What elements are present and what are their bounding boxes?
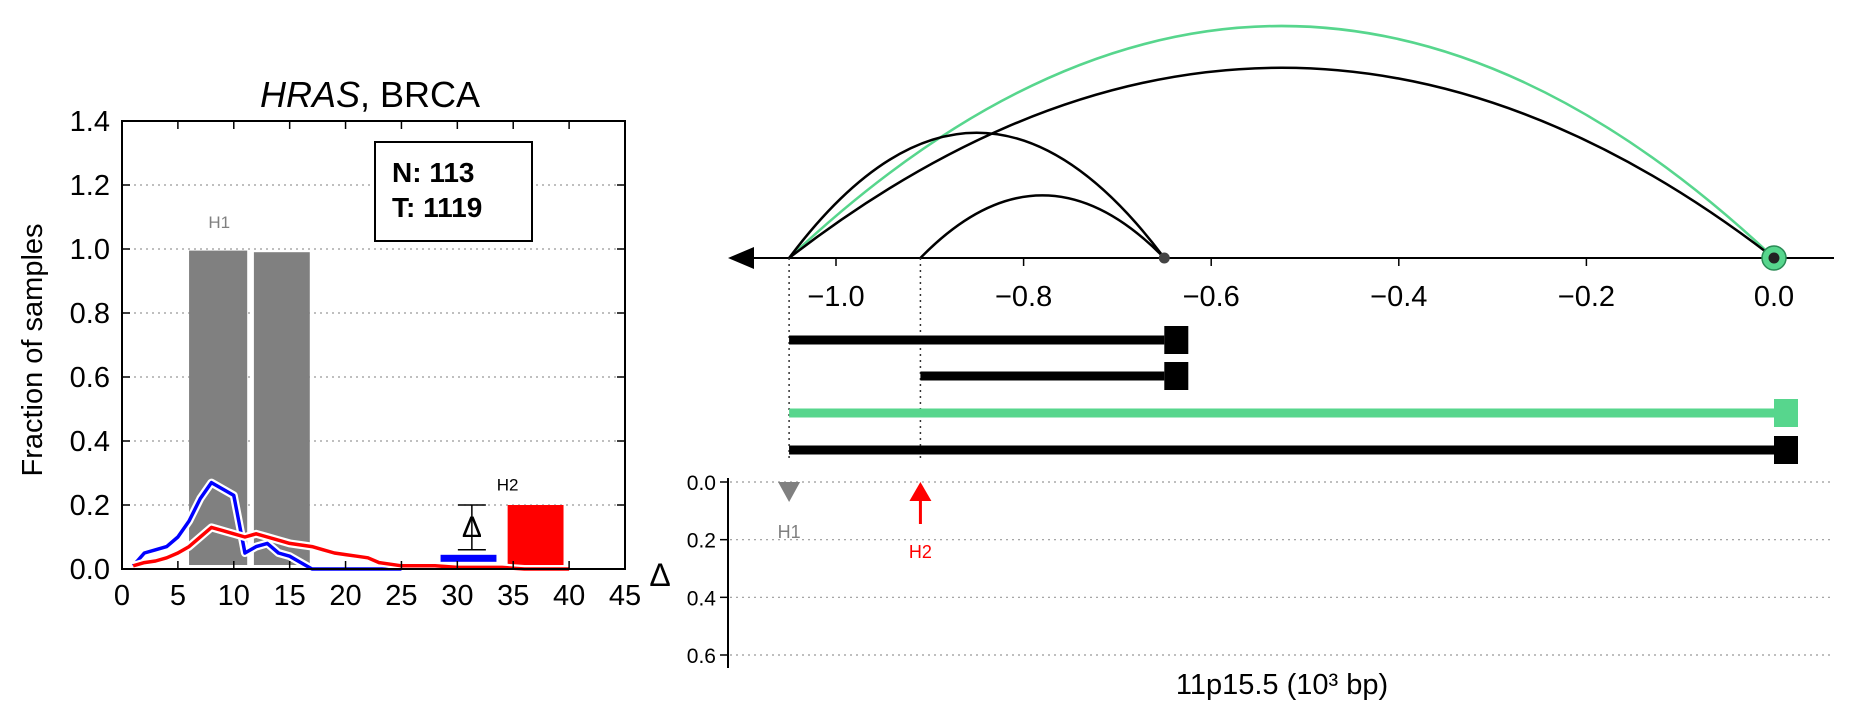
delta-tick-label: 0.6 [687,645,716,668]
h1-marker-label: H1 [778,522,801,542]
h2-marker-label: H2 [909,542,932,562]
title-gene: HRAS [260,74,360,115]
x-tick-label: 20 [329,580,361,612]
y-tick-label: 1.4 [70,106,110,138]
isoform-bars [788,258,1798,464]
x-tick-label: 5 [170,580,186,612]
delta-bar [440,554,497,562]
bar [507,505,564,565]
x-tick-label: 45 [609,580,641,612]
isoform-end-block [1774,399,1798,427]
arc-panel: −1.0 −0.8 −0.6 −0.4 −0.2 0.0 0.0 0.2 0.4 0.6 Δ H1 H… [649,24,1834,701]
h1-marker [778,482,801,502]
splice-arcs [788,24,1775,259]
x-tick-label: 30 [441,580,473,612]
genome-tick-label: 0.0 [1754,281,1794,313]
y-tick-label: 0.2 [70,490,110,522]
bars [189,250,564,565]
splice-arc [919,194,1166,259]
y-tick-label: 0.0 [70,554,110,586]
y-tick-label: 0.6 [70,362,110,394]
delta-tick-label: 0.2 [687,530,716,553]
y-tick-label: 0.4 [70,426,110,458]
splice-arc [788,66,1775,259]
series-line [132,525,570,571]
y-axis-label: Fraction of samples [17,223,49,476]
delta-marker: Δ [440,504,497,562]
h2-marker-head [909,482,932,501]
splice-arc [788,131,1166,259]
tumor-count: T: 1119 [392,192,482,223]
bar-labels: H1 H2 [208,213,518,494]
normal-count: N: 113 [392,157,475,188]
genome-axis: −1.0 −0.8 −0.6 −0.4 −0.2 0.0 [728,245,1834,313]
isoform-end-block [1164,362,1189,390]
delta-tick-label: 0.0 [687,472,716,495]
x-axis-label: 11p15.5 (10³ bp) [1176,669,1388,701]
bar [253,252,310,565]
genome-tick-label: −0.6 [1183,281,1240,313]
delta-label: Δ [462,511,482,544]
counts-box-frame [374,141,533,242]
y-tick-label: 1.2 [70,170,110,202]
genome-tick-label: −0.8 [995,281,1052,313]
genome-tick-label: −0.2 [1558,281,1615,313]
axis-ticks: 0.0 0.2 0.4 0.6 0.8 1.0 1.2 1.4 0 5 10 15 20 25 30 35 40… [70,106,641,612]
x-axis-label-text: 11p15.5 (10³ bp) [1176,669,1388,701]
title-rest: , BRCA [360,74,480,115]
bar-label-h2: H2 [497,476,519,495]
x-tick-label: 40 [553,580,585,612]
delta-axis-label: Δ [649,557,670,593]
genome-tick-label: −0.4 [1370,281,1427,313]
genome-direction-arrow [728,247,754,269]
histogram-panel: HRAS, BRCA Fraction of samples Δ H1 H2 0.… [17,74,641,612]
x-tick-label: 0 [114,580,130,612]
plot-frame [121,120,626,570]
isoform-end-block [1164,326,1189,354]
counts-box: N: 113 T: 1119 [374,141,533,242]
site-marker-dot [1158,252,1170,264]
delta-tick-label: 0.4 [687,587,717,610]
splice-arc [788,24,1775,259]
isoform-end-block [1774,436,1798,464]
x-tick-label: 25 [385,580,417,612]
x-tick-label: 10 [218,580,250,612]
x-tick-label: 15 [274,580,306,612]
histogram-title: HRAS, BRCA [260,74,480,115]
x-tick-label: 35 [497,580,529,612]
genome-tick-label: −1.0 [807,281,864,313]
delta-axis: 0.0 0.2 0.4 0.6 Δ H1 H2 [649,472,1834,668]
y-tick-label: 0.8 [70,298,110,330]
bar-label-h1: H1 [208,213,230,232]
site-marker-dot [1768,252,1780,264]
y-tick-label: 1.0 [70,234,110,266]
